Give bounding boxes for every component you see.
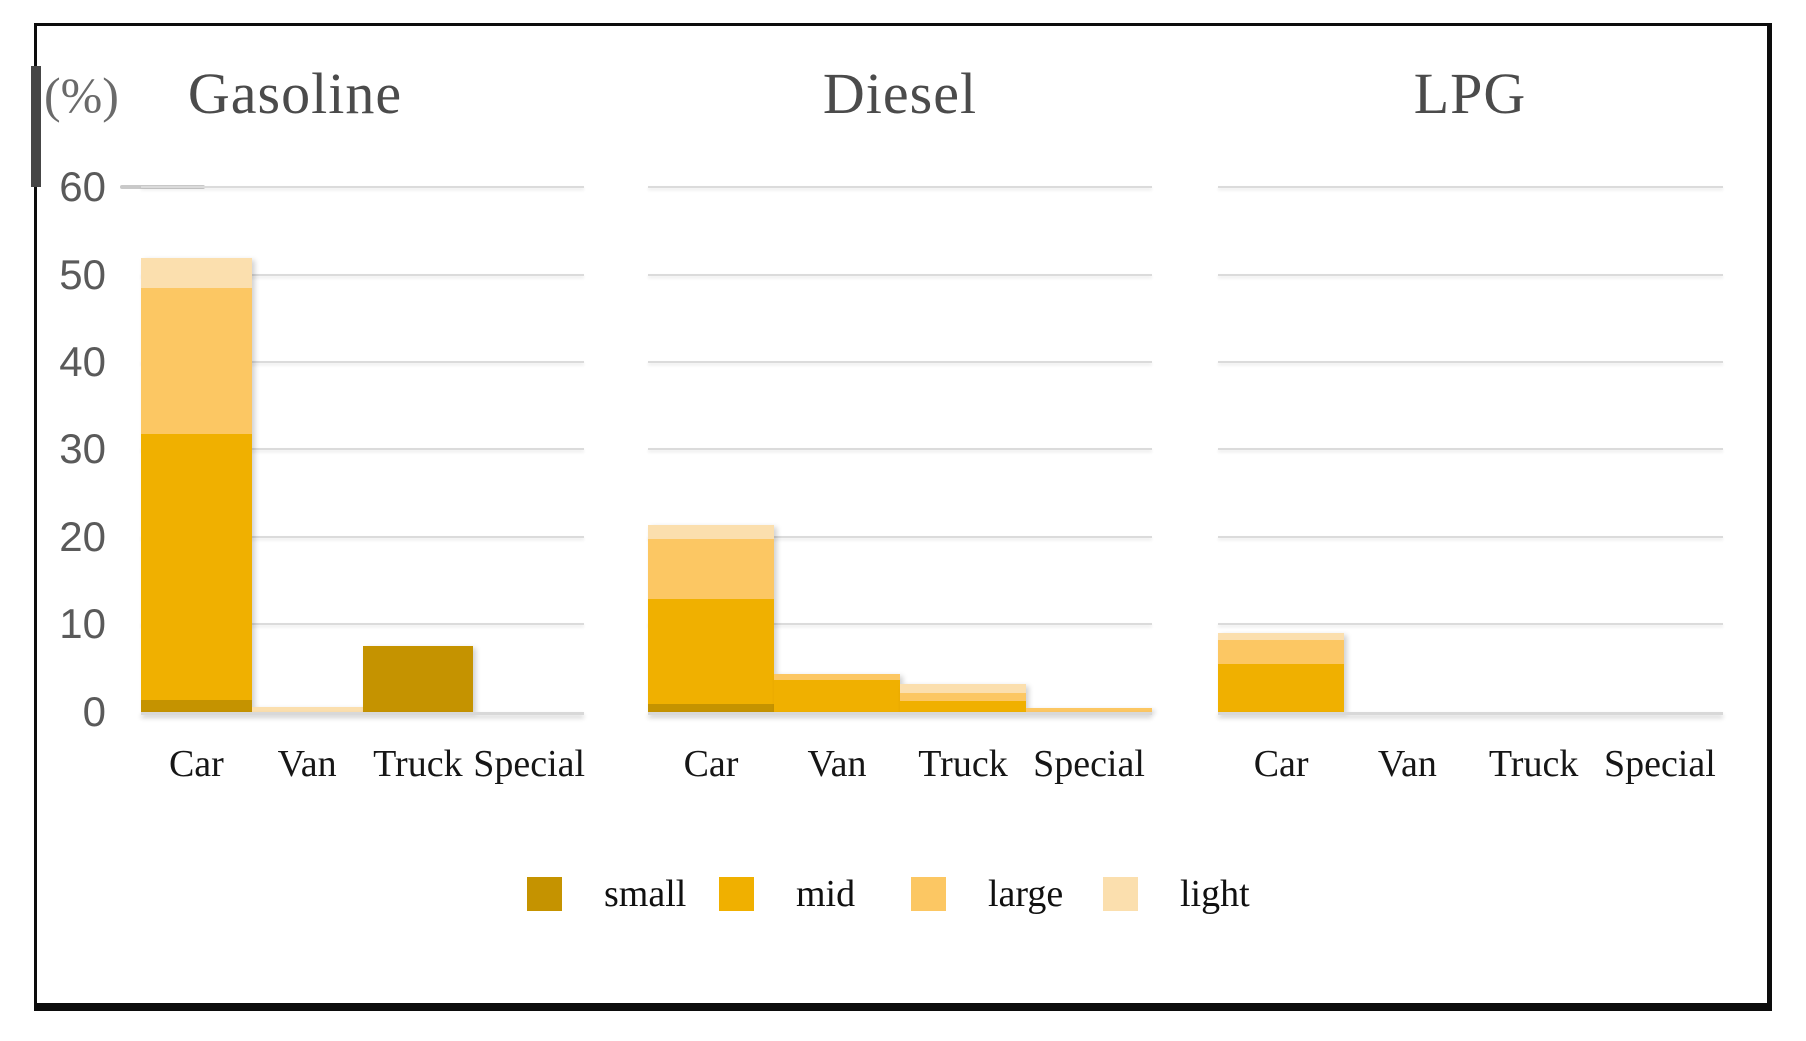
gridline (648, 274, 1152, 276)
bar-diesel-truck (900, 684, 1026, 712)
gridline (648, 186, 1152, 188)
gridline (1218, 536, 1723, 538)
category-label-gasoline-car: Car (168, 743, 224, 785)
baseline-gridline (1218, 712, 1723, 715)
legend-item-light: light (1103, 872, 1250, 916)
gridline (1218, 623, 1723, 625)
category-label-lpg-car: Car (1253, 743, 1309, 785)
legend-swatch-small (527, 877, 562, 911)
bar-diesel-special (1026, 707, 1152, 712)
legend-label-light: light (1180, 873, 1250, 915)
gridline (141, 274, 584, 276)
category-label-gasoline-special: Special (473, 743, 586, 785)
gridline (1218, 361, 1723, 363)
category-label-diesel-special: Special (1033, 743, 1145, 785)
category-label-lpg-van: Van (1377, 743, 1437, 785)
segment-diesel-van-large (774, 673, 900, 680)
gridline (141, 361, 584, 363)
segment-lpg-car-large (1218, 640, 1345, 664)
legend-item-large: large (911, 872, 1103, 916)
chart-legend: small mid large light (527, 872, 1250, 916)
gridline (648, 361, 1152, 363)
segment-diesel-car-light (648, 524, 774, 539)
gridline (648, 448, 1152, 450)
category-label-diesel-car: Car (683, 743, 739, 785)
category-label-gasoline-van: Van (277, 743, 337, 785)
legend-label-large: large (988, 873, 1064, 915)
gridline (141, 536, 584, 538)
y-axis-tick-label: 0 (82, 687, 106, 735)
gridline (141, 186, 584, 188)
baseline-gridline (141, 712, 584, 715)
segment-gasoline-car-large (141, 288, 252, 435)
panel-title-diesel: Diesel (822, 61, 978, 126)
panel-title-lpg: LPG (1413, 61, 1527, 126)
y-axis-tick-label: 60 (59, 163, 106, 211)
bar-gasoline-truck (362, 645, 474, 712)
gridline (141, 448, 584, 450)
segment-lpg-car-mid (1218, 663, 1345, 712)
gridline (1218, 448, 1723, 450)
legend-swatch-large (911, 877, 946, 911)
legend-item-small: small (527, 872, 719, 916)
y-axis-tick-label: 20 (59, 512, 106, 560)
bar-diesel-van (774, 673, 900, 712)
segment-diesel-car-small (648, 704, 774, 712)
y-axis-tick-label: 50 (59, 250, 106, 298)
chart-frame (34, 23, 1772, 1011)
bar-diesel-car (648, 524, 774, 712)
segment-gasoline-van-light (251, 706, 363, 712)
segment-diesel-special-large (1026, 707, 1152, 712)
category-label-gasoline-truck: Truck (373, 743, 463, 785)
y-axis-tick-label: 40 (59, 337, 106, 385)
bar-gasoline-car (141, 257, 252, 712)
segment-gasoline-car-mid (141, 434, 252, 700)
scrollbar-thumb[interactable] (31, 66, 41, 187)
gridline (141, 623, 584, 625)
segment-diesel-van-mid (774, 679, 900, 712)
category-label-diesel-van: Van (807, 743, 867, 785)
gridline (648, 536, 1152, 538)
legend-label-small: small (604, 873, 687, 915)
segment-diesel-truck-large (900, 692, 1026, 701)
segment-diesel-car-large (648, 538, 774, 600)
segment-gasoline-car-small (141, 699, 252, 712)
legend-swatch-light (1103, 877, 1138, 911)
legend-label-mid: mid (796, 873, 856, 915)
segment-lpg-car-light (1218, 633, 1345, 641)
segment-gasoline-car-light (141, 257, 252, 289)
bar-gasoline-van (251, 706, 363, 712)
segment-diesel-car-mid (648, 599, 774, 705)
gridline (1218, 186, 1723, 188)
segment-diesel-truck-light (900, 684, 1026, 693)
baseline-gridline (648, 712, 1152, 715)
category-label-lpg-truck: Truck (1488, 743, 1579, 785)
category-label-diesel-truck: Truck (918, 743, 1008, 785)
y-axis-tick-label: 10 (59, 600, 106, 648)
legend-item-mid: mid (719, 872, 911, 916)
y-axis-unit-label: (%) (44, 67, 119, 123)
segment-gasoline-truck-small (362, 645, 474, 712)
y-axis-tick-label: 30 (59, 425, 106, 473)
gridline (1218, 274, 1723, 276)
legend-swatch-mid (719, 877, 754, 911)
gridline (648, 623, 1152, 625)
segment-diesel-truck-mid (900, 700, 1026, 712)
bar-lpg-car (1218, 633, 1345, 712)
panel-title-gasoline: Gasoline (187, 61, 403, 126)
category-label-lpg-special: Special (1603, 743, 1716, 785)
